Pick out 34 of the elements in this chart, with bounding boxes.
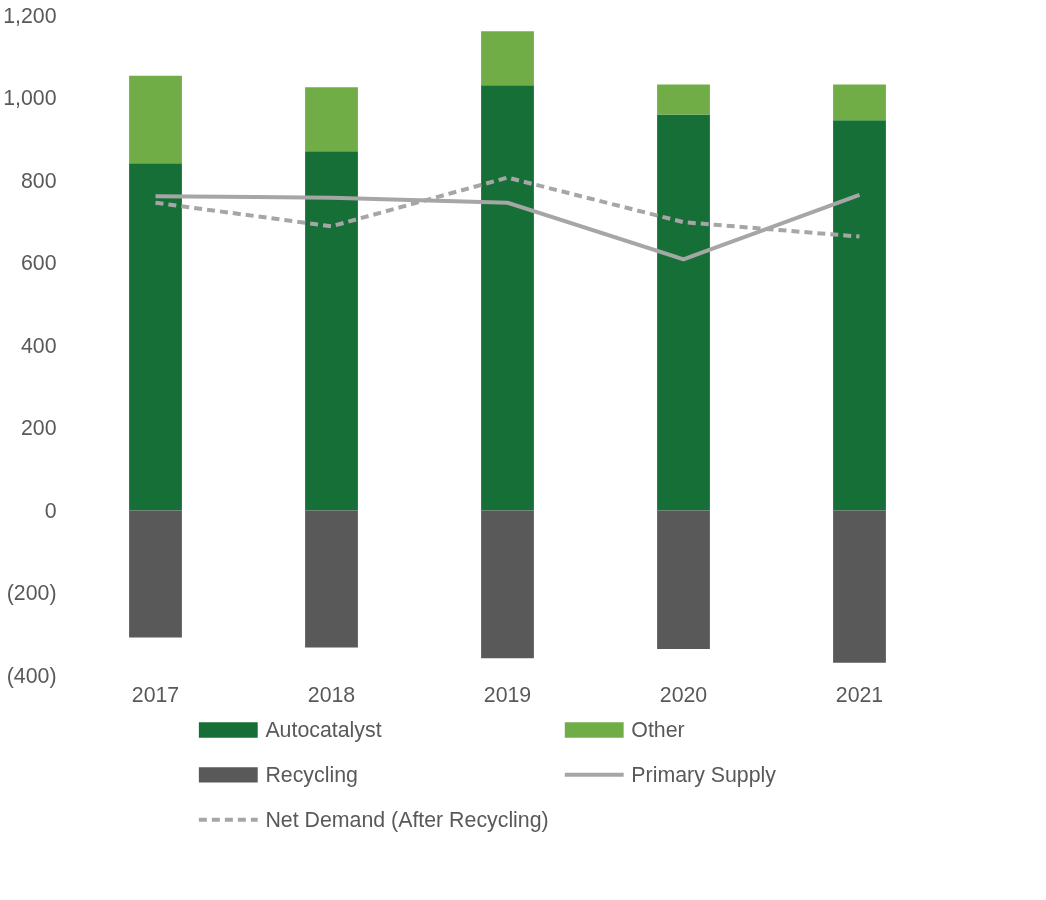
bar [481, 510, 534, 659]
y-tick-label: 200 [20, 416, 57, 440]
y-tick-label: 0 [44, 498, 57, 523]
x-tick-label: 2019 [483, 682, 532, 707]
bar [657, 114, 710, 511]
x-tick-label: 2021 [835, 682, 884, 707]
y-tick-label: 1,000 [3, 86, 57, 110]
x-tick-label: 2017 [131, 682, 180, 707]
legend-label: Recycling [265, 762, 358, 787]
bar [481, 85, 534, 511]
bar [833, 84, 886, 121]
x-tick-label: 2020 [659, 682, 708, 707]
x-tick-label: 2018 [307, 682, 356, 707]
bar [129, 75, 182, 164]
bar [833, 510, 886, 663]
y-tick-label: (200) [6, 581, 57, 605]
bar [833, 120, 886, 511]
bar [305, 87, 358, 152]
y-tick-label: (400) [6, 663, 57, 688]
y-tick-label: 800 [20, 168, 57, 193]
bar [129, 163, 182, 511]
y-tick-label: 1,200 [3, 3, 57, 28]
bar [129, 510, 182, 638]
bar [305, 510, 358, 648]
legend-label: Primary Supply [631, 762, 777, 787]
bar [305, 151, 358, 511]
bar [481, 31, 534, 86]
y-tick-label: 600 [20, 251, 57, 275]
y-tick-label: 400 [20, 333, 57, 358]
legend-label: Net Demand (After Recycling) [265, 807, 549, 832]
legend-label: Other [631, 718, 685, 743]
bar [657, 510, 710, 650]
legend-label: Autocatalyst [265, 718, 382, 743]
bar [657, 84, 710, 115]
